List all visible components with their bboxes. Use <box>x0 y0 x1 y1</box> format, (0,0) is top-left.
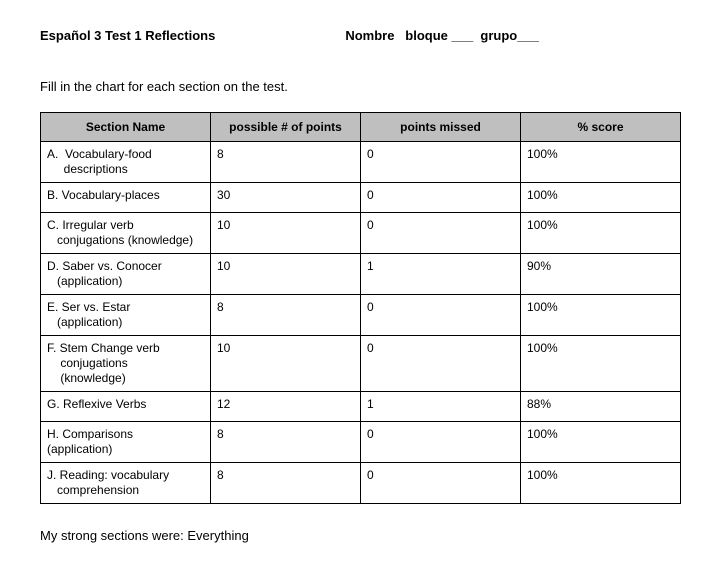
cell-points-missed: 1 <box>361 254 521 295</box>
cell-section-name: E. Ser vs. Estar (application) <box>41 295 211 336</box>
table-row: F. Stem Change verb conjugations (knowle… <box>41 336 681 392</box>
col-percent-score: % score <box>521 113 681 142</box>
cell-possible-points: 8 <box>211 142 361 183</box>
cell-percent-score: 100% <box>521 463 681 504</box>
page-title: Español 3 Test 1 Reflections <box>40 28 215 43</box>
cell-possible-points: 10 <box>211 213 361 254</box>
table-row: B. Vocabulary-places300100% <box>41 183 681 213</box>
cell-possible-points: 12 <box>211 392 361 422</box>
cell-points-missed: 0 <box>361 213 521 254</box>
table-header-row: Section Name possible # of points points… <box>41 113 681 142</box>
table-row: D. Saber vs. Conocer (application)10190% <box>41 254 681 295</box>
cell-percent-score: 100% <box>521 336 681 392</box>
cell-section-name: F. Stem Change verb conjugations (knowle… <box>41 336 211 392</box>
table-row: G. Reflexive Verbs12188% <box>41 392 681 422</box>
cell-section-name: A. Vocabulary-food descriptions <box>41 142 211 183</box>
cell-possible-points: 8 <box>211 422 361 463</box>
col-possible-points: possible # of points <box>211 113 361 142</box>
cell-percent-score: 100% <box>521 422 681 463</box>
cell-percent-score: 100% <box>521 183 681 213</box>
table-row: E. Ser vs. Estar (application)80100% <box>41 295 681 336</box>
table-row: H. Comparisons (application)80100% <box>41 422 681 463</box>
table-row: J. Reading: vocabulary comprehension8010… <box>41 463 681 504</box>
cell-percent-score: 88% <box>521 392 681 422</box>
col-section-name: Section Name <box>41 113 211 142</box>
col-points-missed: points missed <box>361 113 521 142</box>
cell-possible-points: 10 <box>211 336 361 392</box>
cell-possible-points: 30 <box>211 183 361 213</box>
cell-points-missed: 0 <box>361 142 521 183</box>
table-row: A. Vocabulary-food descriptions80100% <box>41 142 681 183</box>
page-header: Español 3 Test 1 Reflections Nombre bloq… <box>40 28 688 43</box>
name-block-label: Nombre bloque ___ grupo___ <box>345 28 539 43</box>
cell-section-name: J. Reading: vocabulary comprehension <box>41 463 211 504</box>
cell-points-missed: 0 <box>361 463 521 504</box>
reflections-table: Section Name possible # of points points… <box>40 112 681 504</box>
cell-percent-score: 100% <box>521 295 681 336</box>
cell-points-missed: 0 <box>361 422 521 463</box>
cell-section-name: C. Irregular verb conjugations (knowledg… <box>41 213 211 254</box>
cell-points-missed: 0 <box>361 183 521 213</box>
cell-percent-score: 100% <box>521 142 681 183</box>
table-row: C. Irregular verb conjugations (knowledg… <box>41 213 681 254</box>
cell-points-missed: 1 <box>361 392 521 422</box>
cell-section-name: B. Vocabulary-places <box>41 183 211 213</box>
cell-possible-points: 10 <box>211 254 361 295</box>
cell-percent-score: 90% <box>521 254 681 295</box>
cell-section-name: D. Saber vs. Conocer (application) <box>41 254 211 295</box>
instruction-text: Fill in the chart for each section on th… <box>40 79 688 94</box>
cell-possible-points: 8 <box>211 295 361 336</box>
cell-percent-score: 100% <box>521 213 681 254</box>
strong-sections-text: My strong sections were: Everything <box>40 528 688 543</box>
cell-possible-points: 8 <box>211 463 361 504</box>
cell-points-missed: 0 <box>361 295 521 336</box>
cell-section-name: G. Reflexive Verbs <box>41 392 211 422</box>
cell-points-missed: 0 <box>361 336 521 392</box>
cell-section-name: H. Comparisons (application) <box>41 422 211 463</box>
